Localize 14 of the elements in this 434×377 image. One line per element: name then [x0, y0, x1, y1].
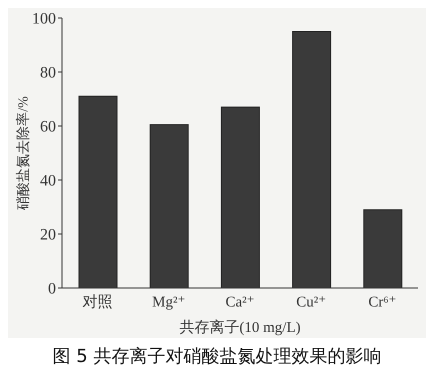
y-tick-label: 60: [40, 118, 56, 136]
x-tick-label: Mg²⁺: [152, 294, 186, 311]
x-tick-label: Cr⁶⁺: [368, 294, 396, 311]
y-tick-label: 20: [40, 226, 56, 244]
x-tick-label: 对照: [82, 294, 113, 311]
y-tick-label: 0: [48, 280, 56, 298]
x-axis-title: 共存离子(10 mg/L): [179, 319, 301, 336]
x-tick-label: Ca²⁺: [225, 294, 255, 311]
y-tick-label: 80: [40, 64, 56, 82]
y-tick-label: 40: [40, 172, 56, 190]
text: 图 5 共存离子对硝酸盐氮处理效果的影响: [8, 338, 426, 374]
x-tick-label: Cu²⁺: [296, 294, 326, 311]
y-axis-title: 硝酸盐氮去除率/%: [16, 96, 32, 211]
y-tick-label: 100: [32, 10, 56, 28]
